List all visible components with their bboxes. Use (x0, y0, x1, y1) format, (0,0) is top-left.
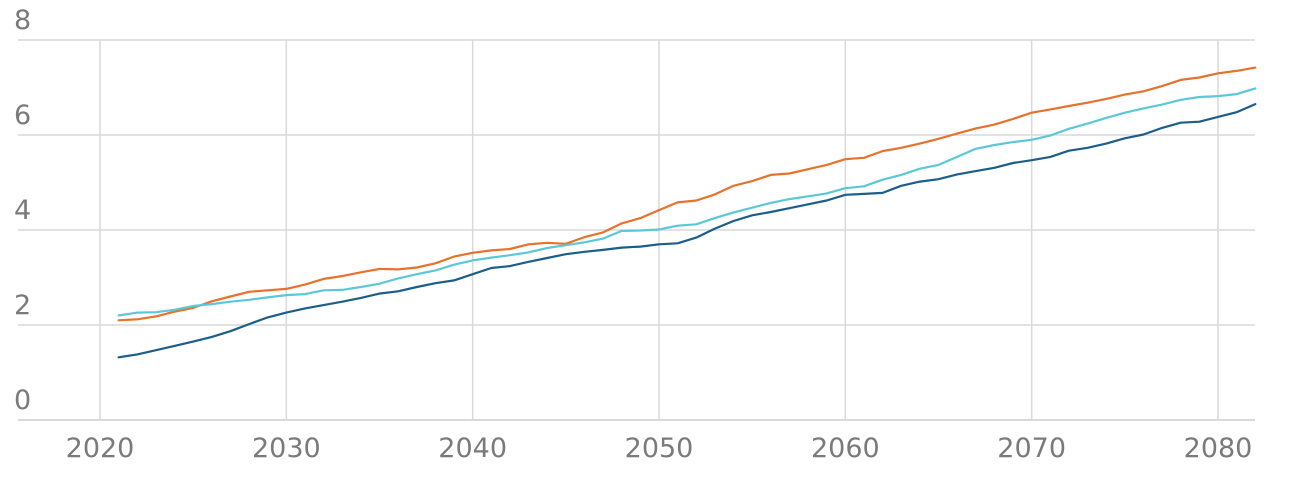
x-tick-label: 2080 (1184, 433, 1253, 464)
chart-series (117, 66, 1257, 359)
y-tick-label: 4 (14, 195, 31, 226)
y-tick-label: 6 (14, 100, 31, 131)
x-tick-label: 2020 (66, 433, 135, 464)
y-tick-label: 8 (14, 5, 31, 36)
x-tick-label: 2050 (625, 433, 694, 464)
x-tick-label: 2070 (997, 433, 1066, 464)
y-tick-label: 0 (14, 385, 31, 416)
x-tick-label: 2040 (438, 433, 507, 464)
series-line-2 (117, 87, 1257, 317)
series-line-1 (117, 66, 1257, 322)
y-tick-label: 2 (14, 290, 31, 321)
x-tick-label: 2030 (252, 433, 321, 464)
series-line-3 (117, 102, 1257, 359)
x-tick-label: 2060 (811, 433, 880, 464)
chart-grid (18, 39, 1255, 421)
chart-ticks: 0 2 4 6 8 2020 2030 2040 2050 2060 2070 2080 (14, 5, 1252, 464)
